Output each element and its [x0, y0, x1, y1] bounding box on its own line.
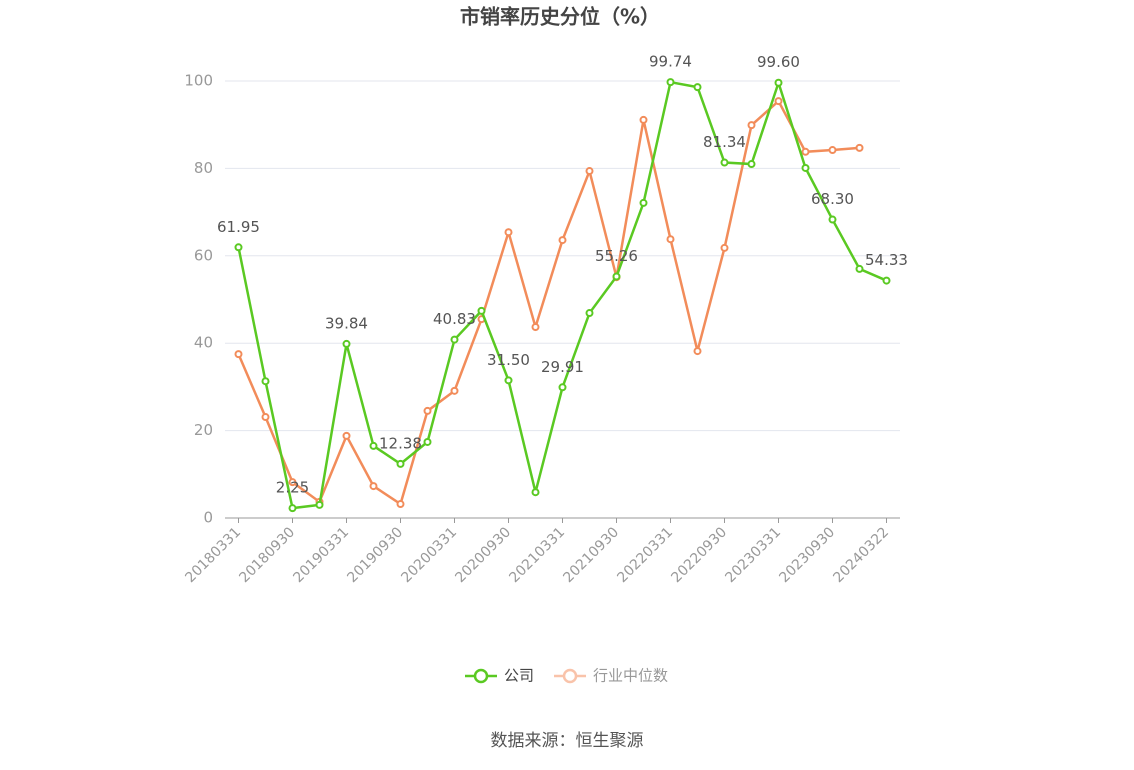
- data-point: [693, 347, 702, 356]
- x-tick-label: 20220930: [668, 524, 730, 586]
- data-point: [396, 500, 405, 509]
- legend-label: 行业中位数: [593, 667, 668, 685]
- data-point: [315, 500, 324, 509]
- y-tick-label: 40: [194, 334, 213, 352]
- data-label: 39.84: [325, 314, 368, 332]
- data-point: [234, 350, 243, 359]
- data-point: [261, 377, 270, 386]
- data-label: 61.95: [217, 218, 260, 236]
- legend: 公司 行业中位数: [465, 667, 668, 685]
- x-tick-label: 20180930: [236, 524, 298, 586]
- data-point: [855, 143, 864, 152]
- y-tick-label: 60: [194, 246, 213, 264]
- data-point: [342, 431, 351, 440]
- data-label: 12.38: [379, 434, 422, 452]
- y-tick-label: 20: [194, 421, 213, 439]
- data-point: [720, 158, 729, 167]
- data-point: [423, 437, 432, 446]
- x-tick-label: 20210331: [506, 524, 568, 586]
- data-label: 55.26: [595, 247, 638, 265]
- data-point: [423, 406, 432, 415]
- data-point: [585, 309, 594, 318]
- data-point: [747, 121, 756, 130]
- data-point: [477, 306, 486, 315]
- x-tick-label: 20230930: [776, 524, 838, 586]
- data-point: [639, 115, 648, 124]
- data-point: [504, 228, 513, 237]
- legend-marker: [562, 668, 578, 684]
- data-point: [585, 167, 594, 176]
- data-point: [369, 482, 378, 491]
- chart-title: 市销率历史分位（%）: [460, 5, 660, 29]
- y-tick-label: 0: [203, 509, 213, 527]
- y-tick-label: 80: [194, 159, 213, 177]
- data-label: 68.30: [811, 190, 854, 208]
- data-point: [612, 272, 621, 281]
- legend-marker: [473, 668, 489, 684]
- data-point: [342, 339, 351, 348]
- data-point: [288, 504, 297, 513]
- legend-label: 公司: [504, 667, 534, 685]
- data-point: [531, 488, 540, 497]
- data-label: 54.33: [865, 251, 908, 269]
- series-line: [237, 99, 860, 506]
- x-tick-label: 20230331: [722, 524, 784, 586]
- x-tick-label: 20210930: [560, 524, 622, 586]
- data-point: [450, 386, 459, 395]
- x-tick-label: 20200331: [398, 524, 460, 586]
- data-point: [828, 146, 837, 155]
- data-label: 2.25: [276, 479, 309, 497]
- data-point: [639, 198, 648, 207]
- data-point: [666, 78, 675, 87]
- data-point: [369, 441, 378, 450]
- data-point: [234, 243, 243, 252]
- x-tick-label: 20190930: [344, 524, 406, 586]
- data-point: [693, 83, 702, 92]
- data-point: [774, 78, 783, 87]
- data-point: [828, 215, 837, 224]
- x-tick-label: 20190331: [290, 524, 352, 586]
- data-point: [531, 323, 540, 332]
- data-point: [288, 478, 297, 487]
- data-point: [747, 160, 756, 169]
- data-label: 99.60: [757, 53, 800, 71]
- x-tick-label: 20220331: [614, 524, 676, 586]
- data-point: [396, 459, 405, 468]
- data-point: [261, 413, 270, 422]
- x-tick-label: 20180331: [182, 524, 244, 586]
- source: 数据来源：恒生聚源: [491, 731, 644, 751]
- data-label: 40.83: [433, 310, 476, 328]
- data-point: [450, 335, 459, 344]
- y-tick-label: 100: [184, 72, 213, 90]
- x-tick-label: 20240322: [830, 524, 892, 586]
- data-point: [558, 383, 567, 392]
- data-label: 81.34: [703, 133, 746, 151]
- data-point: [855, 264, 864, 273]
- legend-item[interactable]: 公司: [465, 667, 534, 685]
- data-label: 29.91: [541, 358, 584, 376]
- data-label: 31.50: [487, 351, 530, 369]
- x-tick-label: 20200930: [452, 524, 514, 586]
- series-line: [237, 78, 887, 510]
- data-point: [666, 235, 675, 244]
- data-point: [504, 376, 513, 385]
- data-point: [558, 236, 567, 245]
- data-point: [720, 243, 729, 252]
- data-point: [774, 97, 783, 106]
- data-label: 99.74: [649, 53, 692, 71]
- data-point: [801, 163, 810, 172]
- data-point: [801, 147, 810, 156]
- legend-item[interactable]: 行业中位数: [554, 667, 668, 685]
- data-point: [882, 276, 891, 285]
